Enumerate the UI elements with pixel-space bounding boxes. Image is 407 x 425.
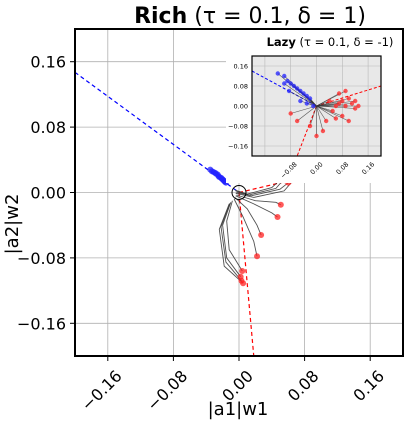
inset-red-reference-line (296, 105, 317, 157)
inset-blue-point (285, 78, 290, 84)
origin-circle (231, 185, 247, 200)
inset-red-point (353, 98, 358, 104)
inset-red-point (320, 128, 326, 134)
inset-trajectory-line (296, 105, 317, 122)
inset-red-point (336, 101, 342, 106)
inset-y-tick-label: 0.08 (234, 83, 248, 91)
inset-title-params: (τ = 0.1, δ = -1) (296, 35, 394, 49)
x-tick-label: −0.16 (78, 366, 126, 414)
inset-frame (251, 55, 382, 157)
inset-trajectory-line (316, 105, 327, 122)
inset-red-point (343, 88, 348, 94)
inset-blue-point (311, 103, 316, 109)
trajectory-line (222, 202, 241, 277)
inset-blue-point (304, 93, 310, 99)
inset-red-point (314, 133, 319, 139)
trajectory-line (218, 203, 244, 284)
red-point (277, 201, 284, 208)
inset-title-bold: Lazy (267, 35, 297, 49)
red-point (240, 280, 247, 287)
inset-blue-point (291, 83, 297, 89)
inset-red-point (343, 103, 348, 109)
inset-blue-point (294, 86, 300, 91)
inset-red-point (307, 123, 313, 129)
inset-red-reference-line (316, 85, 382, 107)
trajectory-line (233, 198, 258, 257)
red-point (274, 214, 281, 221)
red-reference-line (238, 192, 255, 357)
inset-blue-point (298, 98, 303, 104)
inset-plot: Lazy (τ = 0.1, δ = -1) −0.16 −0.08 0.00 0.08… (226, 30, 402, 183)
y-tick-label: 0.00 (30, 184, 66, 203)
inset-trajectory-line (309, 105, 317, 127)
inset-trajectory-line (316, 105, 324, 132)
inset-y-tick-label: −0.08 (228, 123, 248, 131)
inset-blue-point (298, 88, 303, 94)
inset-blue-point (282, 81, 287, 86)
inset-trajectory-line (316, 105, 343, 117)
chart-title: Rich (τ = 0.1, δ = 1) (134, 4, 366, 29)
trajectory-line (235, 195, 278, 218)
inset-trajectory-line (316, 105, 349, 122)
inset-trajectory-line (316, 100, 356, 107)
inset-blue-point (304, 101, 310, 106)
inset-red-point (353, 106, 358, 111)
inset-blue-point (301, 91, 306, 96)
inset-red-point (346, 118, 351, 124)
inset-y-tick-label: −0.16 (228, 143, 248, 151)
y-tick-label: −0.16 (17, 314, 66, 333)
inset-red-point (323, 118, 329, 124)
inset-blue-point (288, 81, 293, 86)
y-axis-label: |a2|w2 (2, 194, 23, 255)
x-tick-label: 0.08 (284, 366, 323, 405)
x-tick-label: −0.08 (143, 366, 191, 414)
inset-blue-point (286, 88, 292, 94)
inset-red-point (346, 96, 351, 101)
inset-red-point (356, 103, 361, 109)
y-tick-label: −0.08 (17, 249, 66, 268)
red-point (258, 232, 265, 239)
inset-red-point (349, 101, 355, 106)
inset-trajectory-line (284, 83, 317, 107)
inset-red-point (333, 103, 339, 109)
y-tick-label: 0.16 (30, 53, 66, 72)
trajectory-line (234, 197, 262, 236)
inset-trajectory-line (316, 105, 337, 119)
inset-red-point (340, 113, 345, 119)
trajectory-line (236, 179, 292, 197)
inset-red-point (336, 91, 342, 96)
inset-red-point (294, 118, 300, 124)
chart-title-bold: Rich (134, 4, 187, 29)
inset-title: Lazy (τ = 0.1, δ = -1) (267, 35, 394, 49)
inset-red-point (333, 116, 339, 121)
trajectory-line (220, 202, 242, 282)
inset-blue-point (282, 73, 287, 79)
chart-title-params: (τ = 0.1, δ = 1) (187, 4, 366, 29)
trajectory-line (234, 178, 282, 195)
x-axis-label: |a1|w1 (208, 399, 269, 420)
trajectory-line (226, 200, 243, 272)
red-point (239, 267, 246, 274)
inset-red-point (327, 98, 332, 104)
inset-trajectory-line (288, 90, 317, 107)
inset-red-point (330, 108, 335, 114)
inset-blue-point (275, 71, 280, 76)
x-tick-label: 0.16 (349, 366, 388, 405)
inset-y-tick-label: 0.00 (234, 103, 248, 111)
y-tick-label: 0.08 (30, 118, 66, 137)
inset-y-tick-label: 0.16 (234, 63, 248, 71)
inset-red-point (288, 111, 293, 116)
inset-blue-point (307, 96, 313, 101)
inset-red-point (340, 98, 345, 104)
red-point (254, 253, 261, 260)
